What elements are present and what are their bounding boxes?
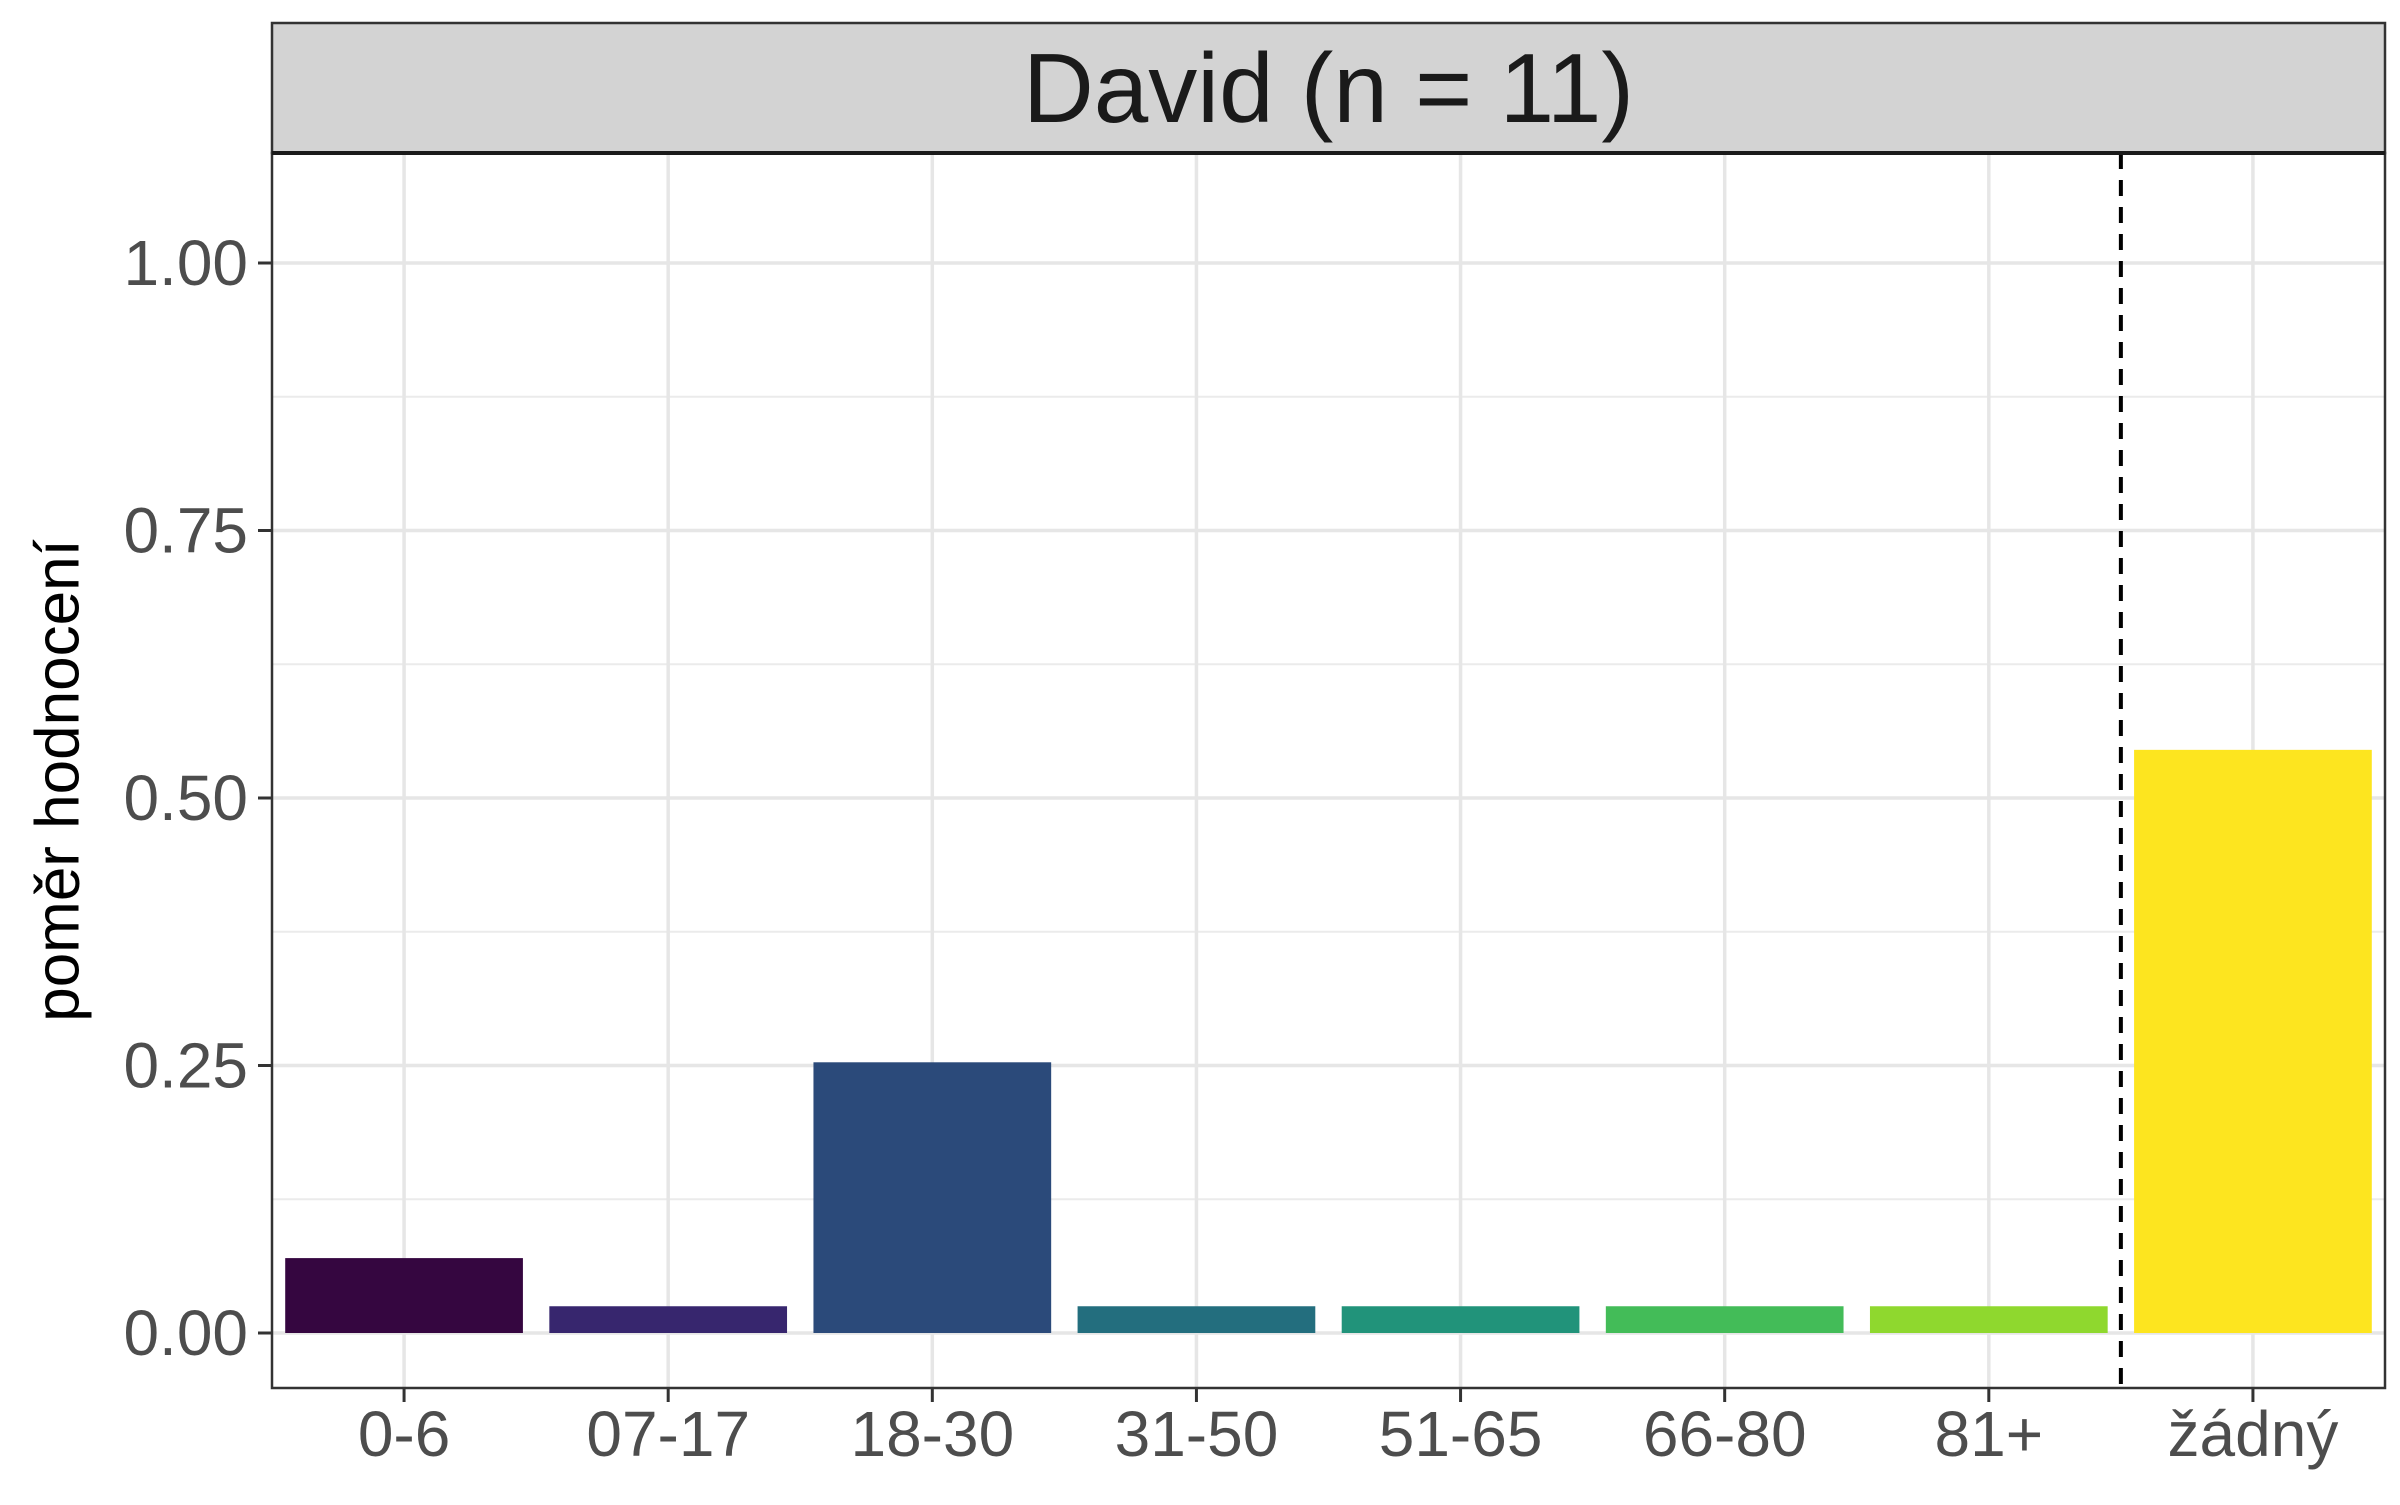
bar-66-80 xyxy=(1605,1306,1844,1333)
panel-background xyxy=(272,153,2385,1388)
x-tick-label-07-17: 07-17 xyxy=(586,1398,750,1470)
y-tick-label: 0.50 xyxy=(123,762,248,834)
x-tick-label-18-30: 18-30 xyxy=(850,1398,1014,1470)
facet-title: David (n = 11) xyxy=(1023,33,1634,143)
y-tick-label: 0.00 xyxy=(123,1297,248,1369)
bar-07-17 xyxy=(549,1306,788,1333)
x-tick-label-0-6: 0-6 xyxy=(358,1398,451,1470)
bar-31-50 xyxy=(1077,1306,1316,1333)
bar-51-65 xyxy=(1341,1306,1580,1333)
bar-18-30 xyxy=(813,1062,1052,1333)
bars xyxy=(285,749,2372,1333)
x-tick-label-31-50: 31-50 xyxy=(1115,1398,1279,1470)
y-axis: 0.00 0.25 0.50 0.75 1.00 xyxy=(123,227,272,1369)
bar-81+ xyxy=(1869,1306,2108,1333)
x-axis: 0-6 07-17 18-30 31-50 51-65 66-80 81+ žádný xyxy=(358,1388,2339,1470)
x-tick-label-66-80: 66-80 xyxy=(1643,1398,1807,1470)
x-tick-label-51-65: 51-65 xyxy=(1379,1398,1543,1470)
y-tick-label: 1.00 xyxy=(123,227,248,299)
y-axis-title: poměr hodnocení xyxy=(24,539,93,1022)
x-tick-label-žádný: žádný xyxy=(2168,1398,2339,1470)
y-tick-label: 0.25 xyxy=(123,1030,248,1102)
y-tick-label: 0.75 xyxy=(123,495,248,567)
grid-lines xyxy=(272,153,2385,1388)
bar-žádný xyxy=(2134,749,2372,1333)
bar-0-6 xyxy=(285,1258,523,1333)
x-tick-label-81+: 81+ xyxy=(1935,1398,2044,1470)
